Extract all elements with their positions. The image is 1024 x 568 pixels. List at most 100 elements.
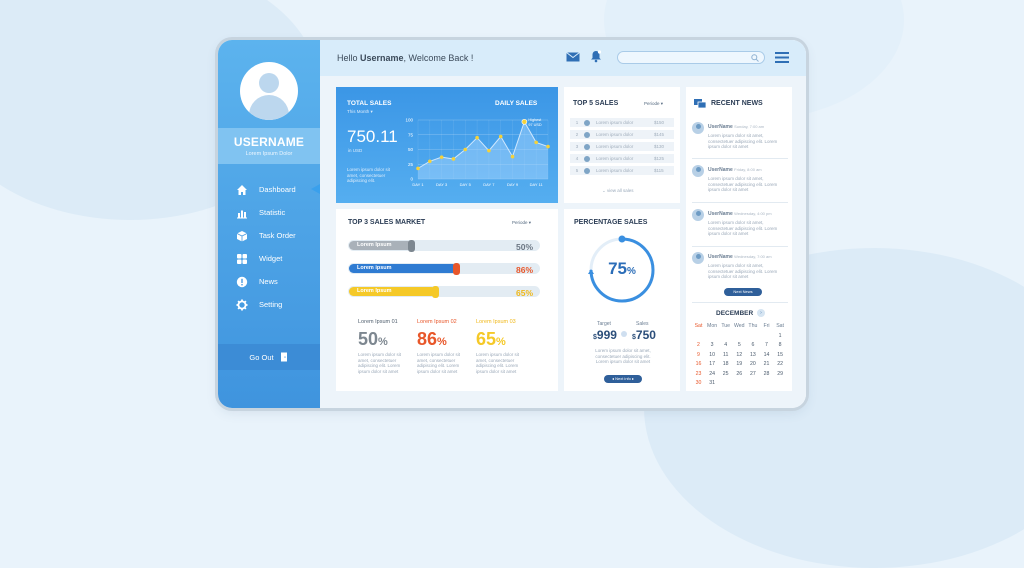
- search-input[interactable]: [617, 51, 765, 64]
- stat-desc: Lorem ipsum dolor sit amet, consectetuer…: [358, 352, 402, 374]
- stat-value: 65%: [476, 329, 506, 349]
- menu-icon[interactable]: [775, 52, 789, 63]
- stat-value: 50%: [358, 329, 388, 349]
- avatar[interactable]: [240, 62, 298, 120]
- calendar-day[interactable]: 14: [763, 351, 770, 358]
- calendar-day[interactable]: 18: [722, 361, 729, 367]
- chat-icon: [694, 99, 706, 108]
- period-dropdown[interactable]: This Month ▾: [347, 109, 373, 114]
- calendar-day[interactable]: 17: [709, 361, 715, 367]
- sidebar-item-label: Dashboard: [259, 185, 296, 194]
- go-out-label: Go Out: [249, 352, 274, 362]
- sidebar-item-setting[interactable]: Setting: [218, 293, 320, 316]
- data-point: [428, 159, 432, 164]
- calendar-day[interactable]: 8: [778, 342, 782, 348]
- calendar-day[interactable]: 9: [697, 351, 700, 358]
- top5-row[interactable]: 3 Lorem ipsum dolor $130: [570, 142, 674, 151]
- sidebar-item-news[interactable]: News: [218, 270, 320, 293]
- percentage-title: PERCENTAGE SALES: [574, 219, 648, 226]
- calendar-day[interactable]: 24: [709, 370, 715, 377]
- person-icon: [584, 119, 590, 126]
- calendar-day[interactable]: 30: [695, 380, 702, 386]
- calendar-day[interactable]: 31: [709, 380, 715, 386]
- sidebar-item-label: News: [259, 277, 278, 286]
- bell-icon[interactable]: [590, 50, 602, 63]
- total-sales-unit: in USD: [348, 148, 363, 153]
- calendar-next-icon[interactable]: ›: [757, 309, 765, 317]
- calendar-day[interactable]: 19: [736, 361, 743, 367]
- calendar-day[interactable]: 22: [777, 361, 783, 367]
- progress-value: 50%: [516, 242, 534, 252]
- calendar-day[interactable]: 27: [750, 370, 756, 377]
- calendar-day[interactable]: 20: [750, 361, 756, 367]
- next-news-button[interactable]: Next News: [724, 288, 762, 296]
- top5-period-dropdown[interactable]: Periode ▾: [644, 101, 664, 106]
- calendar-day[interactable]: 26: [736, 370, 743, 377]
- calendar-day[interactable]: 11: [722, 351, 729, 358]
- percentage-sales-card: PERCENTAGE SALES 75% Target $999 Sales $…: [564, 209, 680, 391]
- data-point: [510, 154, 515, 159]
- y-tick-label: 25: [408, 162, 414, 167]
- calendar-day[interactable]: 6: [751, 342, 755, 348]
- calendar-day[interactable]: 4: [724, 342, 728, 348]
- top5-sales-card: TOP 5 SALES Periode ▾ 1 Lorem ipsum dolor…: [564, 87, 680, 203]
- calendar-day[interactable]: 21: [763, 361, 770, 367]
- calendar-day[interactable]: 10: [709, 351, 715, 358]
- ring-progress: [589, 237, 655, 303]
- calendar-day[interactable]: 1: [778, 332, 782, 339]
- progress-knob[interactable]: [432, 285, 439, 298]
- progress-fill: Lorem ipsum: [349, 264, 457, 273]
- data-point: [546, 144, 550, 149]
- search-icon[interactable]: [751, 54, 759, 62]
- alert-icon: [236, 276, 248, 287]
- calendar-day[interactable]: 23: [695, 370, 702, 377]
- calendar-day[interactable]: 25: [722, 370, 729, 377]
- next-info-button[interactable]: ◂ Next info ▸: [604, 375, 642, 383]
- calendar-day[interactable]: 3: [710, 342, 714, 348]
- target-label: Target: [597, 321, 611, 327]
- sidebar-item-dashboard[interactable]: Dashboard: [218, 178, 320, 201]
- top5-row[interactable]: 1 Lorem ipsum dolor $150: [570, 118, 674, 127]
- sidebar-item-label: Widget: [259, 254, 283, 263]
- top5-title: TOP 5 SALES: [573, 100, 619, 107]
- go-out-button[interactable]: Go Out: [218, 344, 320, 370]
- sidebar-item-label: Task Order: [259, 231, 296, 240]
- top3-period-dropdown[interactable]: Periode ▾: [512, 220, 532, 225]
- sidebar-item-task-order[interactable]: Task Order: [218, 224, 320, 247]
- bar-chart-icon: [237, 210, 247, 218]
- person-icon: [584, 167, 590, 174]
- view-all-sales-link[interactable]: ⌄ view all sales: [602, 188, 634, 193]
- data-point: [439, 155, 444, 159]
- calendar-day[interactable]: 29: [777, 370, 783, 377]
- progress-bar: Lorem Ipsum: [348, 239, 540, 252]
- calendar-day[interactable]: 12: [736, 351, 743, 358]
- sidebar-item-statistic[interactable]: Statistic: [218, 201, 320, 224]
- calendar-day[interactable]: 5: [737, 342, 741, 348]
- top5-row[interactable]: 4 Lorem ipsum dolor $125: [570, 154, 674, 163]
- home-icon: [237, 184, 247, 195]
- percentage-ring: [588, 235, 655, 303]
- mail-icon[interactable]: [566, 52, 580, 62]
- top5-row[interactable]: 5 Lorem ipsum dolor $115: [570, 166, 674, 175]
- calendar-day[interactable]: 13: [750, 351, 756, 358]
- calendar-day[interactable]: 15: [777, 351, 783, 358]
- top5-row[interactable]: 2 Lorem ipsum dolor $145: [570, 130, 674, 139]
- user-band: USERNAME Lorem Ipsum Dolor: [218, 128, 320, 164]
- progress-knob[interactable]: [453, 262, 460, 275]
- calendar-day[interactable]: 7: [765, 342, 768, 348]
- sales-area: [418, 121, 548, 179]
- data-point: [498, 134, 503, 139]
- calendar-day[interactable]: 16: [695, 361, 702, 367]
- calendar-day[interactable]: 28: [763, 370, 770, 377]
- calendar-day-header: Wed: [734, 323, 745, 329]
- progress-bar: Lorem Ipsum: [348, 285, 540, 298]
- recent-news-title: RECENT NEWS: [711, 100, 763, 107]
- sidebar-item-widget[interactable]: Widget: [218, 247, 320, 270]
- sidebar-subtitle: Lorem Ipsum Dolor: [245, 151, 293, 157]
- calendar-day-header: Mon: [707, 323, 718, 329]
- x-tick-label: DAY 3: [436, 182, 448, 187]
- progress-knob[interactable]: [408, 239, 415, 252]
- data-point: [463, 147, 468, 152]
- calendar-day[interactable]: 2: [697, 342, 700, 348]
- daily-sales-card: TOTAL SALES This Month ▾ 750.11 in USD L…: [336, 87, 558, 203]
